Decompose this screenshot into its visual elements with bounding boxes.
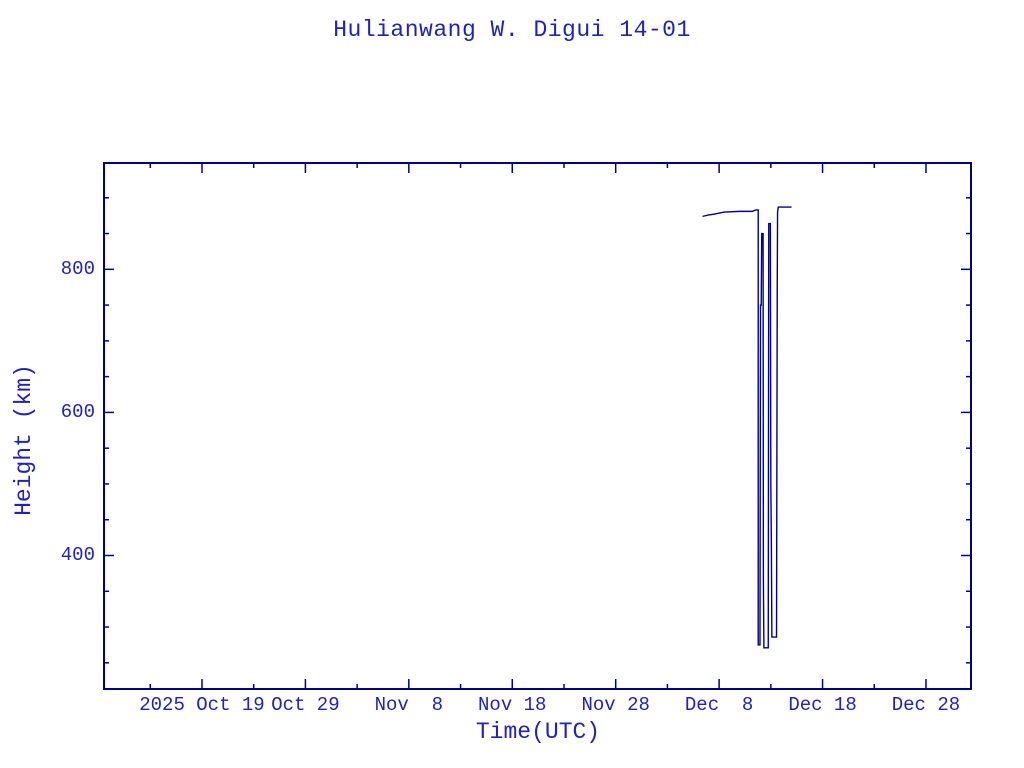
x-tick-label: Oct 29 — [271, 694, 340, 716]
y-tick-label: 400 — [60, 544, 95, 567]
plot-frame — [103, 162, 972, 690]
x-tick-label: Nov 18 — [478, 694, 547, 716]
x-axis-title: Time(UTC) — [475, 719, 601, 745]
x-tick-label: Dec 28 — [891, 694, 961, 716]
x-tick-label: 2025 Oct 19 — [139, 694, 265, 716]
x-tick-label: Nov 28 — [581, 694, 650, 716]
plot-area — [103, 162, 972, 690]
height-series-line — [702, 206, 792, 649]
y-tick-label: 600 — [60, 401, 95, 424]
y-axis-title: Height (km) — [11, 364, 37, 516]
x-tick-label: Dec 8 — [684, 694, 754, 716]
chart-title: Hulianwang W. Digui 14-01 — [333, 17, 691, 43]
x-tick-label: Dec 18 — [788, 694, 857, 716]
x-tick-label: Nov 8 — [374, 694, 444, 716]
y-tick-label: 800 — [60, 258, 95, 281]
